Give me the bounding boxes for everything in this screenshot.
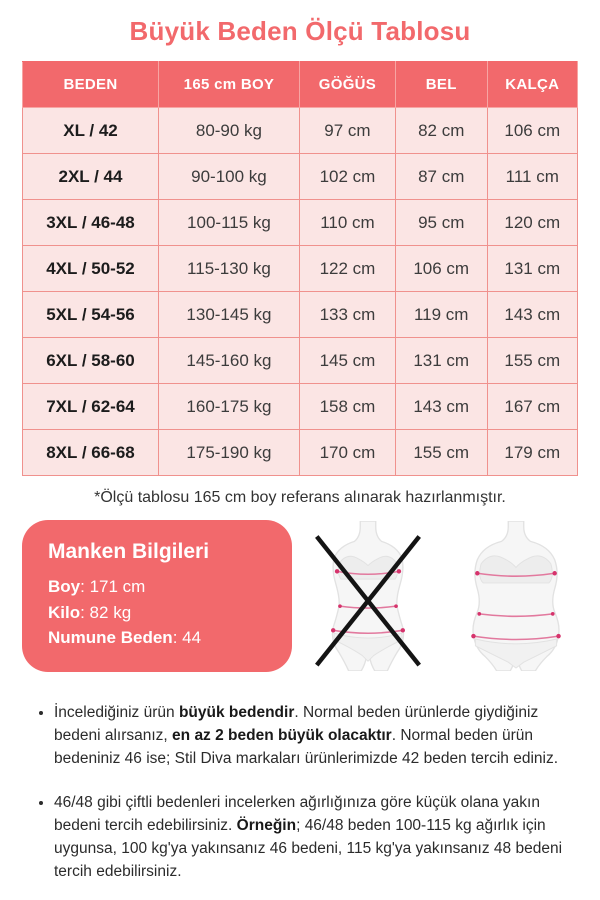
cell-bust: 133 cm: [298, 291, 396, 338]
cell-waist: 143 cm: [394, 383, 488, 430]
table-row: 2XL / 44 90-100 kg 102 cm 87 cm 111 cm: [22, 153, 578, 200]
cell-weight: 175-190 kg: [157, 429, 300, 476]
cell-hip: 155 cm: [486, 337, 578, 384]
cell-bust: 102 cm: [298, 153, 396, 200]
notes-list: İncelediğiniz ürün büyük bedendir. Norma…: [36, 702, 570, 883]
cell-waist: 82 cm: [394, 107, 488, 154]
cell-size: 2XL / 44: [22, 153, 159, 200]
table-footnote: *Ölçü tablosu 165 cm boy referans alınar…: [94, 489, 506, 506]
cell-weight: 145-160 kg: [157, 337, 300, 384]
cell-bust: 97 cm: [298, 107, 396, 154]
cell-hip: 167 cm: [486, 383, 578, 430]
model-info-section: Manken Bilgileri Boy: 171 cm Kilo: 82 kg…: [0, 520, 600, 672]
cell-waist: 95 cm: [394, 199, 488, 246]
cell-hip: 106 cm: [486, 107, 578, 154]
cell-bust: 145 cm: [298, 337, 396, 384]
table-row: 7XL / 62-64 160-175 kg 158 cm 143 cm 167…: [22, 383, 578, 430]
model-info-card: Manken Bilgileri Boy: 171 cm Kilo: 82 kg…: [22, 520, 292, 672]
cell-weight: 130-145 kg: [157, 291, 300, 338]
cell-weight: 80-90 kg: [157, 107, 300, 154]
cell-hip: 143 cm: [486, 291, 578, 338]
note-item-sizing: İncelediğiniz ürün büyük bedendir. Norma…: [54, 702, 570, 770]
slim-figure-crossed-icon: [310, 521, 426, 671]
cell-size: 6XL / 58-60: [22, 337, 159, 384]
table-row: 3XL / 46-48 100-115 kg 110 cm 95 cm 120 …: [22, 199, 578, 246]
column-header-kalca: KALÇA: [486, 61, 578, 108]
cell-weight: 90-100 kg: [157, 153, 300, 200]
page-title: Büyük Beden Ölçü Tablosu: [129, 16, 471, 46]
cell-waist: 155 cm: [394, 429, 488, 476]
cell-hip: 111 cm: [486, 153, 578, 200]
body-figures: [310, 521, 578, 671]
note-item-double-sizes: 46/48 gibi çiftli bedenleri incelerken a…: [54, 792, 570, 883]
table-row: 8XL / 66-68 175-190 kg 170 cm 155 cm 179…: [22, 429, 578, 476]
column-header-beden: BEDEN: [22, 61, 159, 108]
cell-waist: 119 cm: [394, 291, 488, 338]
cell-bust: 170 cm: [298, 429, 396, 476]
cell-size: 8XL / 66-68: [22, 429, 159, 476]
cell-bust: 158 cm: [298, 383, 396, 430]
model-info-title: Manken Bilgileri: [48, 540, 210, 563]
column-header-boy: 165 cm BOY: [157, 61, 300, 108]
cell-hip: 120 cm: [486, 199, 578, 246]
table-row: 6XL / 58-60 145-160 kg 145 cm 131 cm 155…: [22, 337, 578, 384]
size-table: BEDEN 165 cm BOY GÖĞÜS BEL KALÇA XL / 42…: [22, 61, 578, 476]
cell-weight: 115-130 kg: [157, 245, 300, 292]
model-weight-line: Kilo: 82 kg: [48, 602, 132, 622]
table-row: 4XL / 50-52 115-130 kg 122 cm 106 cm 131…: [22, 245, 578, 292]
plus-size-figure-icon: [458, 521, 574, 671]
cell-hip: 179 cm: [486, 429, 578, 476]
column-header-gogus: GÖĞÜS: [298, 61, 396, 108]
cell-waist: 131 cm: [394, 337, 488, 384]
cell-bust: 110 cm: [298, 199, 396, 246]
column-header-bel: BEL: [394, 61, 488, 108]
cell-bust: 122 cm: [298, 245, 396, 292]
cell-size: XL / 42: [22, 107, 159, 154]
cell-size: 5XL / 54-56: [22, 291, 159, 338]
model-sample-size-line: Numune Beden: 44: [48, 628, 202, 647]
cell-waist: 106 cm: [394, 245, 488, 292]
cell-weight: 160-175 kg: [157, 383, 300, 430]
cell-hip: 131 cm: [486, 245, 578, 292]
cross-icon: [315, 535, 421, 667]
table-header-row: BEDEN 165 cm BOY GÖĞÜS BEL KALÇA: [22, 61, 578, 108]
model-height-line: Boy: 171 cm: [48, 577, 146, 596]
cell-size: 3XL / 46-48: [22, 199, 159, 246]
table-row: XL / 42 80-90 kg 97 cm 82 cm 106 cm: [22, 107, 578, 154]
cell-size: 7XL / 62-64: [22, 383, 159, 430]
table-row: 5XL / 54-56 130-145 kg 133 cm 119 cm 143…: [22, 291, 578, 338]
cell-weight: 100-115 kg: [157, 199, 300, 246]
cell-waist: 87 cm: [394, 153, 488, 200]
cell-size: 4XL / 50-52: [22, 245, 159, 292]
